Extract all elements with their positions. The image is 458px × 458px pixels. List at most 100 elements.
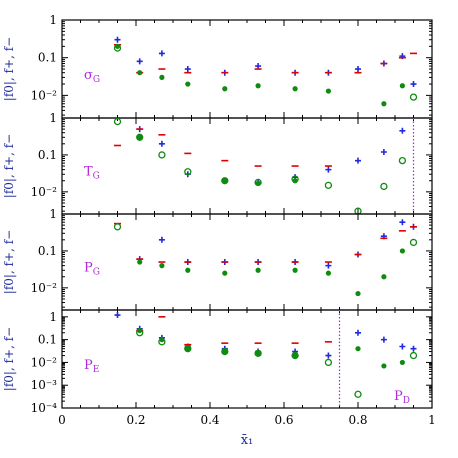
y-tick-label: 10⁻²: [31, 88, 58, 102]
data-point-plus: [255, 63, 262, 70]
data-point-filled: [381, 274, 387, 280]
data-point-filled: [292, 352, 298, 359]
data-point-open: [221, 347, 229, 356]
data-point-plus: [355, 66, 361, 73]
data-point-open: [398, 156, 407, 165]
panel-label: PG: [84, 261, 100, 278]
data-point-open: [113, 223, 122, 231]
x-tick-label: 0.6: [274, 413, 293, 427]
data-point-plus: [355, 157, 361, 164]
data-point-filled: [399, 83, 405, 89]
data-point-plus: [380, 148, 387, 155]
panel-frame: [61, 309, 433, 409]
y-tick-label: 0.1: [38, 148, 57, 162]
data-point-open: [158, 151, 166, 159]
data-point-open: [113, 44, 122, 52]
y-tick-label: 0.1: [38, 333, 57, 347]
data-point-filled: [185, 346, 191, 352]
y-tick-label: 1: [49, 310, 57, 324]
data-point-plus: [158, 50, 165, 57]
data-point-filled: [222, 86, 228, 92]
data-point-filled: [137, 134, 143, 140]
data-point-filled: [185, 81, 191, 87]
x-tick-label: 0.2: [126, 413, 145, 427]
data-point-open: [324, 181, 333, 189]
y-axis-label: |f0|, f+, f−: [2, 230, 16, 294]
y-tick-label: 10⁻⁴: [31, 401, 58, 415]
y-tick-label: 0.1: [38, 244, 57, 258]
x-tick-label: 0: [58, 413, 66, 427]
panel-frame: [61, 19, 433, 119]
data-point-filled: [399, 359, 405, 366]
y-tick-label: 1: [49, 207, 57, 221]
data-point-open: [221, 177, 229, 185]
data-point-filled: [399, 248, 405, 254]
data-point-filled: [137, 259, 143, 265]
data-point-open: [136, 329, 144, 337]
data-point-open: [184, 168, 192, 176]
y-tick-label: 10⁻²: [31, 185, 58, 199]
data-point-filled: [255, 350, 261, 356]
data-point-plus: [325, 166, 332, 173]
data-point-plus: [114, 312, 121, 319]
data-point-plus: [410, 345, 417, 352]
data-point-plus: [399, 219, 406, 226]
data-point-plus: [136, 58, 143, 65]
data-point-open: [254, 349, 262, 357]
data-point-open: [291, 351, 299, 360]
data-point-plus: [158, 236, 165, 243]
panel-label: σG: [84, 68, 100, 85]
data-point-plus: [399, 127, 406, 134]
data-point-open: [409, 93, 418, 101]
data-point-filled: [137, 327, 143, 334]
data-point-filled: [292, 86, 298, 92]
data-point-plus: [410, 81, 417, 88]
data-point-open: [136, 133, 144, 141]
data-point-filled: [159, 337, 165, 343]
panel-frame: [61, 213, 433, 311]
y-tick-label: 10⁻²: [31, 355, 58, 369]
data-point-filled: [381, 363, 387, 369]
data-point-open: [184, 345, 192, 353]
data-point-plus: [158, 140, 165, 147]
y-axis-label: |f0|, f+, f−: [2, 134, 16, 198]
data-point-open: [354, 390, 362, 398]
panel-label-extra: PD: [394, 389, 410, 406]
data-point-filled: [159, 263, 165, 269]
data-point-open: [380, 182, 388, 191]
y-axis-label: |f0|, f+, f−: [2, 327, 16, 391]
data-point-open: [291, 175, 299, 183]
data-point-filled: [355, 346, 361, 352]
data-point-plus: [355, 329, 361, 336]
data-point-open: [324, 358, 333, 367]
x-tick-label: 0.4: [200, 413, 219, 427]
data-point-filled: [222, 270, 228, 276]
data-point-open: [254, 178, 262, 187]
data-point-plus: [325, 262, 332, 269]
data-point-filled: [325, 270, 331, 276]
y-tick-label: 10⁻²: [31, 281, 58, 295]
data-point-plus: [325, 352, 332, 359]
y-tick-label: 1: [49, 111, 57, 125]
x-tick-label: 1: [428, 413, 436, 427]
data-point-plus: [380, 336, 387, 343]
y-axis-label: |f0|, f+, f−: [2, 37, 16, 101]
panel-label: TG: [84, 165, 100, 182]
data-point-filled: [255, 83, 261, 89]
x-tick-label: 0.8: [348, 413, 367, 427]
data-point-open: [113, 117, 122, 126]
data-point-filled: [222, 178, 228, 184]
panel-frame: [61, 117, 433, 215]
data-point-filled: [222, 348, 228, 355]
x-axis-label: x̄₁: [241, 433, 254, 448]
data-point-filled: [292, 267, 298, 273]
data-point-open: [409, 238, 418, 247]
data-point-filled: [159, 74, 165, 81]
data-point-filled: [325, 88, 331, 94]
data-point-filled: [185, 267, 191, 273]
data-point-plus: [184, 66, 191, 73]
data-point-filled: [381, 101, 387, 107]
y-tick-label: 10⁻³: [31, 378, 58, 392]
y-tick-label: 1: [49, 13, 57, 27]
